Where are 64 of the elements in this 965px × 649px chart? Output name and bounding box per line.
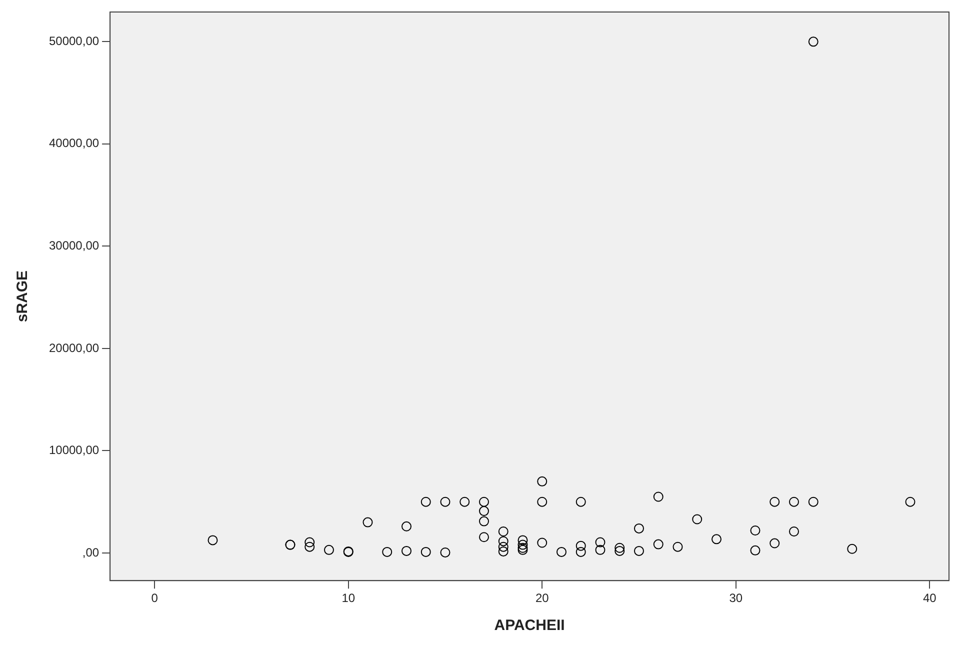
y-tick-label: 50000,00 — [48, 34, 100, 48]
y-tick-label: 10000,00 — [48, 443, 100, 458]
point — [362, 517, 373, 528]
y-tick-label: ,00 — [82, 545, 100, 560]
point — [556, 546, 566, 557]
point — [770, 538, 780, 548]
point — [905, 496, 916, 507]
point — [208, 535, 218, 546]
point — [498, 526, 508, 537]
point — [614, 546, 625, 556]
point — [304, 542, 315, 552]
point — [653, 492, 664, 502]
point — [304, 537, 315, 548]
point — [420, 496, 431, 507]
point — [498, 542, 508, 552]
point — [634, 523, 644, 534]
x-tick-label: 20 — [535, 591, 550, 606]
point — [576, 540, 586, 551]
x-tick-label: 40 — [922, 591, 937, 606]
point — [498, 546, 508, 556]
point — [750, 525, 760, 536]
x-tick-label: 10 — [342, 591, 356, 606]
y-tick-label: 30000,00 — [48, 238, 100, 252]
point — [847, 544, 858, 554]
point — [653, 539, 664, 550]
point — [498, 536, 508, 546]
point — [324, 544, 334, 555]
y-tick-label: 20000,00 — [48, 340, 100, 355]
point — [537, 476, 548, 486]
point — [595, 537, 606, 548]
point — [711, 534, 722, 544]
point — [672, 542, 683, 552]
point — [460, 496, 470, 507]
point — [808, 496, 818, 507]
point — [478, 516, 489, 526]
x-tick-label: 30 — [729, 591, 743, 606]
point — [750, 545, 760, 556]
point — [770, 496, 780, 507]
point — [478, 506, 489, 516]
point — [518, 535, 528, 546]
point — [789, 496, 799, 507]
point — [537, 538, 548, 548]
point — [808, 36, 818, 47]
x-axis-title: APACHEII — [494, 617, 565, 634]
point — [518, 540, 528, 550]
point — [420, 546, 431, 557]
point — [537, 496, 548, 507]
point — [789, 526, 799, 537]
y-axis-title: sRAGE — [14, 270, 32, 322]
point — [401, 521, 412, 532]
point — [692, 514, 702, 524]
point — [382, 546, 392, 557]
point — [440, 547, 450, 558]
point — [478, 496, 489, 507]
point — [576, 546, 586, 557]
point — [595, 544, 606, 555]
point — [440, 496, 450, 507]
point — [614, 542, 625, 553]
y-tick-label: 40000,00 — [48, 136, 100, 150]
point — [576, 496, 586, 507]
x-tick-label: 0 — [151, 591, 158, 606]
point — [634, 546, 644, 556]
point — [478, 532, 489, 542]
point — [401, 546, 412, 556]
